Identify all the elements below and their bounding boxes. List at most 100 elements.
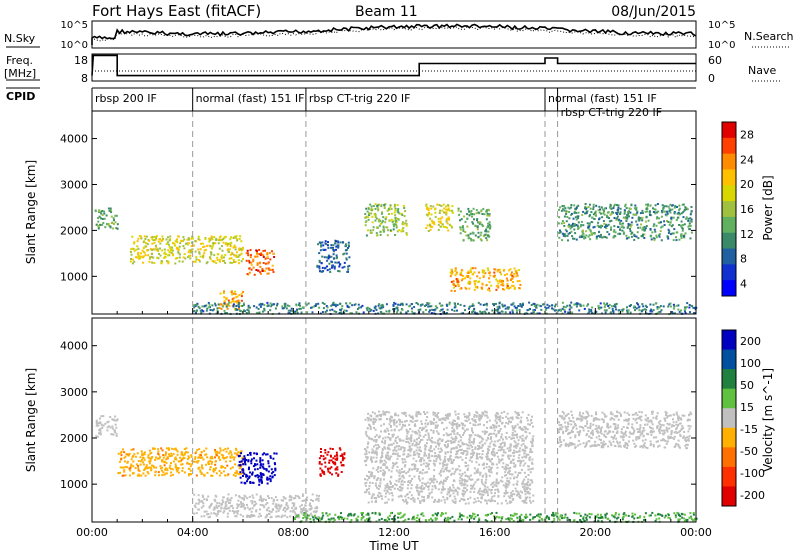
echo-cell <box>490 471 493 474</box>
echo-cell <box>198 260 201 263</box>
echo-cell <box>469 422 472 425</box>
echo-cell <box>403 465 406 468</box>
echo-cell <box>617 211 619 214</box>
echo-cell <box>663 205 666 208</box>
echo-cell <box>459 232 462 235</box>
echo-cell <box>450 460 453 463</box>
echo-cell <box>148 466 151 469</box>
echo-cell <box>239 309 242 312</box>
echo-cell <box>674 205 677 208</box>
echo-cell <box>567 239 569 242</box>
echo-cell <box>466 475 469 478</box>
echo-cell <box>368 477 371 480</box>
echo-cell <box>134 455 137 458</box>
echo-cell <box>233 456 236 459</box>
echo-cell <box>438 204 441 207</box>
echo-cell <box>477 231 480 234</box>
echo-cell <box>466 452 469 455</box>
echo-cell <box>448 412 451 415</box>
echo-cell <box>305 303 308 306</box>
echo-cell <box>269 456 272 459</box>
echo-cell <box>101 214 104 216</box>
echo-cell <box>240 472 243 475</box>
echo-cell <box>163 256 166 259</box>
echo-cell <box>469 490 472 493</box>
echo-cell <box>147 454 150 457</box>
echo-cell <box>382 216 385 219</box>
echo-cell <box>348 256 351 259</box>
echo-cell <box>507 307 510 310</box>
echo-cell <box>447 459 450 462</box>
echo-cell <box>643 226 646 228</box>
echo-cell <box>597 304 600 307</box>
echo-cell <box>477 444 480 447</box>
echo-cell <box>636 211 639 214</box>
echo-cell <box>238 237 241 240</box>
echo-cell <box>575 208 577 211</box>
echo-cell <box>245 474 248 477</box>
echo-cell <box>195 309 198 312</box>
echo-cell <box>165 243 168 245</box>
echo-cell <box>371 448 374 451</box>
echo-cell <box>514 465 517 468</box>
echo-cell <box>491 499 494 502</box>
echo-cell <box>374 418 377 421</box>
echo-cell <box>423 500 425 503</box>
echo-cell <box>417 411 420 413</box>
echo-cell <box>496 440 499 443</box>
echo-cell <box>170 454 173 457</box>
echo-cell <box>375 434 378 437</box>
echo-cell <box>390 470 393 473</box>
echo-cell <box>446 469 448 472</box>
echo-cell <box>545 307 548 310</box>
echo-cell <box>424 422 427 425</box>
echo-cell <box>690 231 693 234</box>
echo-cell <box>148 457 151 460</box>
echo-cell <box>487 494 489 497</box>
echo-cell <box>487 222 490 225</box>
echo-cell <box>262 255 265 258</box>
echo-cell <box>98 417 101 420</box>
echo-cell <box>473 288 476 291</box>
echo-cell <box>682 211 685 214</box>
echo-cell <box>403 447 406 449</box>
echo-cell <box>487 449 490 451</box>
echo-cell <box>481 411 484 414</box>
echo-cell <box>467 272 470 274</box>
echo-cell <box>185 242 187 245</box>
echo-cell <box>388 448 391 451</box>
echo-cell <box>346 304 349 307</box>
echo-cell <box>496 308 499 311</box>
echo-cell <box>501 417 504 419</box>
echo-cell <box>258 311 261 314</box>
echo-cell <box>672 232 675 235</box>
echo-cell <box>677 419 680 422</box>
echo-cell <box>486 226 489 229</box>
echo-cell <box>141 453 143 456</box>
echo-cell <box>505 483 508 486</box>
echo-cell <box>140 255 143 258</box>
echo-cell <box>415 441 418 444</box>
echo-cell <box>689 237 692 240</box>
echo-cell <box>389 437 392 440</box>
echo-cell <box>461 458 464 461</box>
echo-cell <box>465 465 468 467</box>
echo-cell <box>382 410 385 413</box>
echo-cell <box>282 307 285 310</box>
echo-cell <box>378 491 381 494</box>
echo-cell <box>367 229 369 232</box>
echo-cell <box>218 451 221 454</box>
echo-cell <box>515 412 518 415</box>
echo-cell <box>499 459 502 462</box>
echo-cell <box>323 471 325 474</box>
echo-cell <box>463 487 466 490</box>
echo-cell <box>453 286 456 289</box>
echo-cell <box>486 486 489 489</box>
echo-cell <box>483 310 486 313</box>
echo-cell <box>459 219 461 222</box>
echo-cell <box>151 456 154 458</box>
echo-cell <box>183 247 186 250</box>
echo-cell <box>470 460 473 463</box>
echo-cell <box>106 429 109 432</box>
echo-cell <box>412 417 415 420</box>
